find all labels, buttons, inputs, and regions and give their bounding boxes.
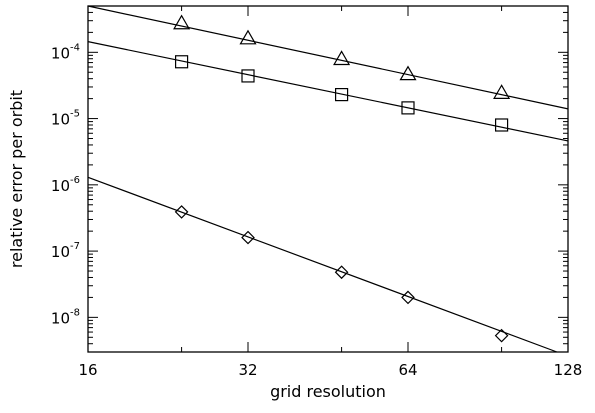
y-tick-exponent: -4 bbox=[70, 42, 80, 53]
square-fit-line bbox=[87, 41, 569, 142]
triangle-marker bbox=[239, 29, 257, 45]
diamond-marker bbox=[401, 290, 415, 305]
y-tick-label: 10-4 bbox=[51, 42, 80, 62]
y-tick-base: 10 bbox=[51, 309, 70, 327]
x-tick-label: 64 bbox=[398, 361, 417, 379]
square-marker bbox=[241, 69, 255, 83]
triangle-fit-line bbox=[87, 5, 569, 110]
triangle-marker bbox=[173, 14, 191, 30]
square-marker bbox=[401, 101, 415, 115]
square-marker bbox=[334, 88, 349, 102]
square-marker bbox=[174, 55, 189, 69]
diamond-marker bbox=[174, 205, 189, 219]
x-tick-label: 16 bbox=[78, 361, 97, 379]
y-tick-label: 10-8 bbox=[51, 307, 80, 327]
diamond-fit-line bbox=[87, 176, 558, 353]
y-tick-base: 10 bbox=[51, 44, 70, 62]
square-marker bbox=[494, 118, 509, 132]
y-tick-base: 10 bbox=[51, 111, 70, 129]
fit-lines bbox=[87, 5, 569, 353]
y-tick-label: 10-7 bbox=[51, 241, 80, 261]
y-axis-label: relative error per orbit bbox=[7, 90, 26, 268]
x-tick-label: 32 bbox=[238, 361, 257, 379]
diamond-marker bbox=[241, 230, 255, 245]
y-tick-exponent: -7 bbox=[70, 241, 80, 252]
triangle-marker bbox=[333, 50, 351, 66]
x-tick-label: 128 bbox=[554, 361, 583, 379]
y-tick-base: 10 bbox=[51, 243, 70, 261]
data-markers bbox=[173, 14, 511, 343]
y-tick-exponent: -8 bbox=[70, 307, 80, 318]
plot-frame bbox=[87, 5, 569, 353]
y-tick-label: 10-6 bbox=[51, 175, 80, 195]
triangle-marker bbox=[399, 65, 417, 81]
triangle-marker bbox=[493, 84, 511, 99]
diamond-marker bbox=[494, 328, 509, 343]
y-tick-exponent: -5 bbox=[70, 109, 80, 120]
y-tick-base: 10 bbox=[51, 177, 70, 195]
diamond-marker bbox=[334, 265, 349, 280]
x-axis-label: grid resolution bbox=[270, 382, 386, 401]
y-tick-label: 10-5 bbox=[51, 109, 80, 129]
y-tick-exponent: -6 bbox=[70, 175, 80, 186]
